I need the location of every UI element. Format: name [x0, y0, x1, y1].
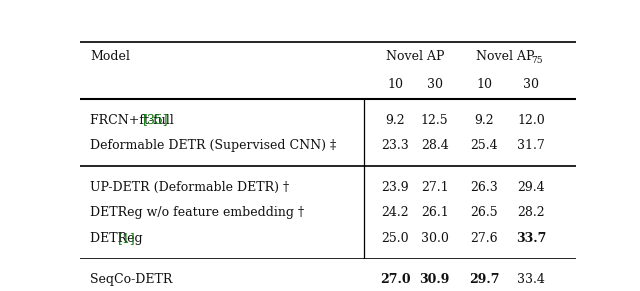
- Text: 75: 75: [531, 56, 542, 65]
- Text: SeqCo-DETR: SeqCo-DETR: [90, 273, 172, 286]
- Text: 30: 30: [524, 78, 540, 91]
- Text: 28.4: 28.4: [420, 139, 449, 152]
- Text: 30: 30: [427, 78, 443, 91]
- Text: 26.1: 26.1: [420, 206, 449, 219]
- Text: 29.4: 29.4: [518, 180, 545, 194]
- Text: 27.0: 27.0: [380, 273, 410, 286]
- Text: DETReg w/o feature embedding †: DETReg w/o feature embedding †: [90, 206, 304, 219]
- Text: 27.6: 27.6: [470, 232, 498, 245]
- Text: 10: 10: [476, 78, 492, 91]
- Text: 9.2: 9.2: [385, 113, 404, 127]
- Text: Model: Model: [90, 50, 130, 63]
- Text: DETReg: DETReg: [90, 232, 147, 245]
- Text: 23.3: 23.3: [381, 139, 409, 152]
- Text: FRCN+ft-full: FRCN+ft-full: [90, 113, 178, 127]
- Text: [1]: [1]: [118, 232, 136, 245]
- Text: Deformable DETR (Supervised CNN) ‡: Deformable DETR (Supervised CNN) ‡: [90, 139, 336, 152]
- Text: UP-DETR (Deformable DETR) †: UP-DETR (Deformable DETR) †: [90, 180, 289, 194]
- Text: 26.3: 26.3: [470, 180, 498, 194]
- Text: 31.7: 31.7: [518, 139, 545, 152]
- Text: Novel AP: Novel AP: [476, 50, 534, 63]
- Text: 30.0: 30.0: [420, 232, 449, 245]
- Text: 12.0: 12.0: [518, 113, 545, 127]
- Text: 9.2: 9.2: [474, 113, 494, 127]
- Text: 25.4: 25.4: [470, 139, 498, 152]
- Text: 29.7: 29.7: [469, 273, 499, 286]
- Text: 33.4: 33.4: [517, 273, 545, 286]
- Text: 26.5: 26.5: [470, 206, 498, 219]
- Text: 28.2: 28.2: [518, 206, 545, 219]
- Text: 25.0: 25.0: [381, 232, 409, 245]
- Text: 27.1: 27.1: [421, 180, 449, 194]
- Text: 10: 10: [387, 78, 403, 91]
- Text: 33.7: 33.7: [516, 232, 547, 245]
- Text: [35]: [35]: [143, 113, 168, 127]
- Text: 12.5: 12.5: [421, 113, 449, 127]
- Text: 30.9: 30.9: [419, 273, 450, 286]
- Text: 23.9: 23.9: [381, 180, 409, 194]
- Text: 24.2: 24.2: [381, 206, 409, 219]
- Text: Novel AP: Novel AP: [385, 50, 444, 63]
